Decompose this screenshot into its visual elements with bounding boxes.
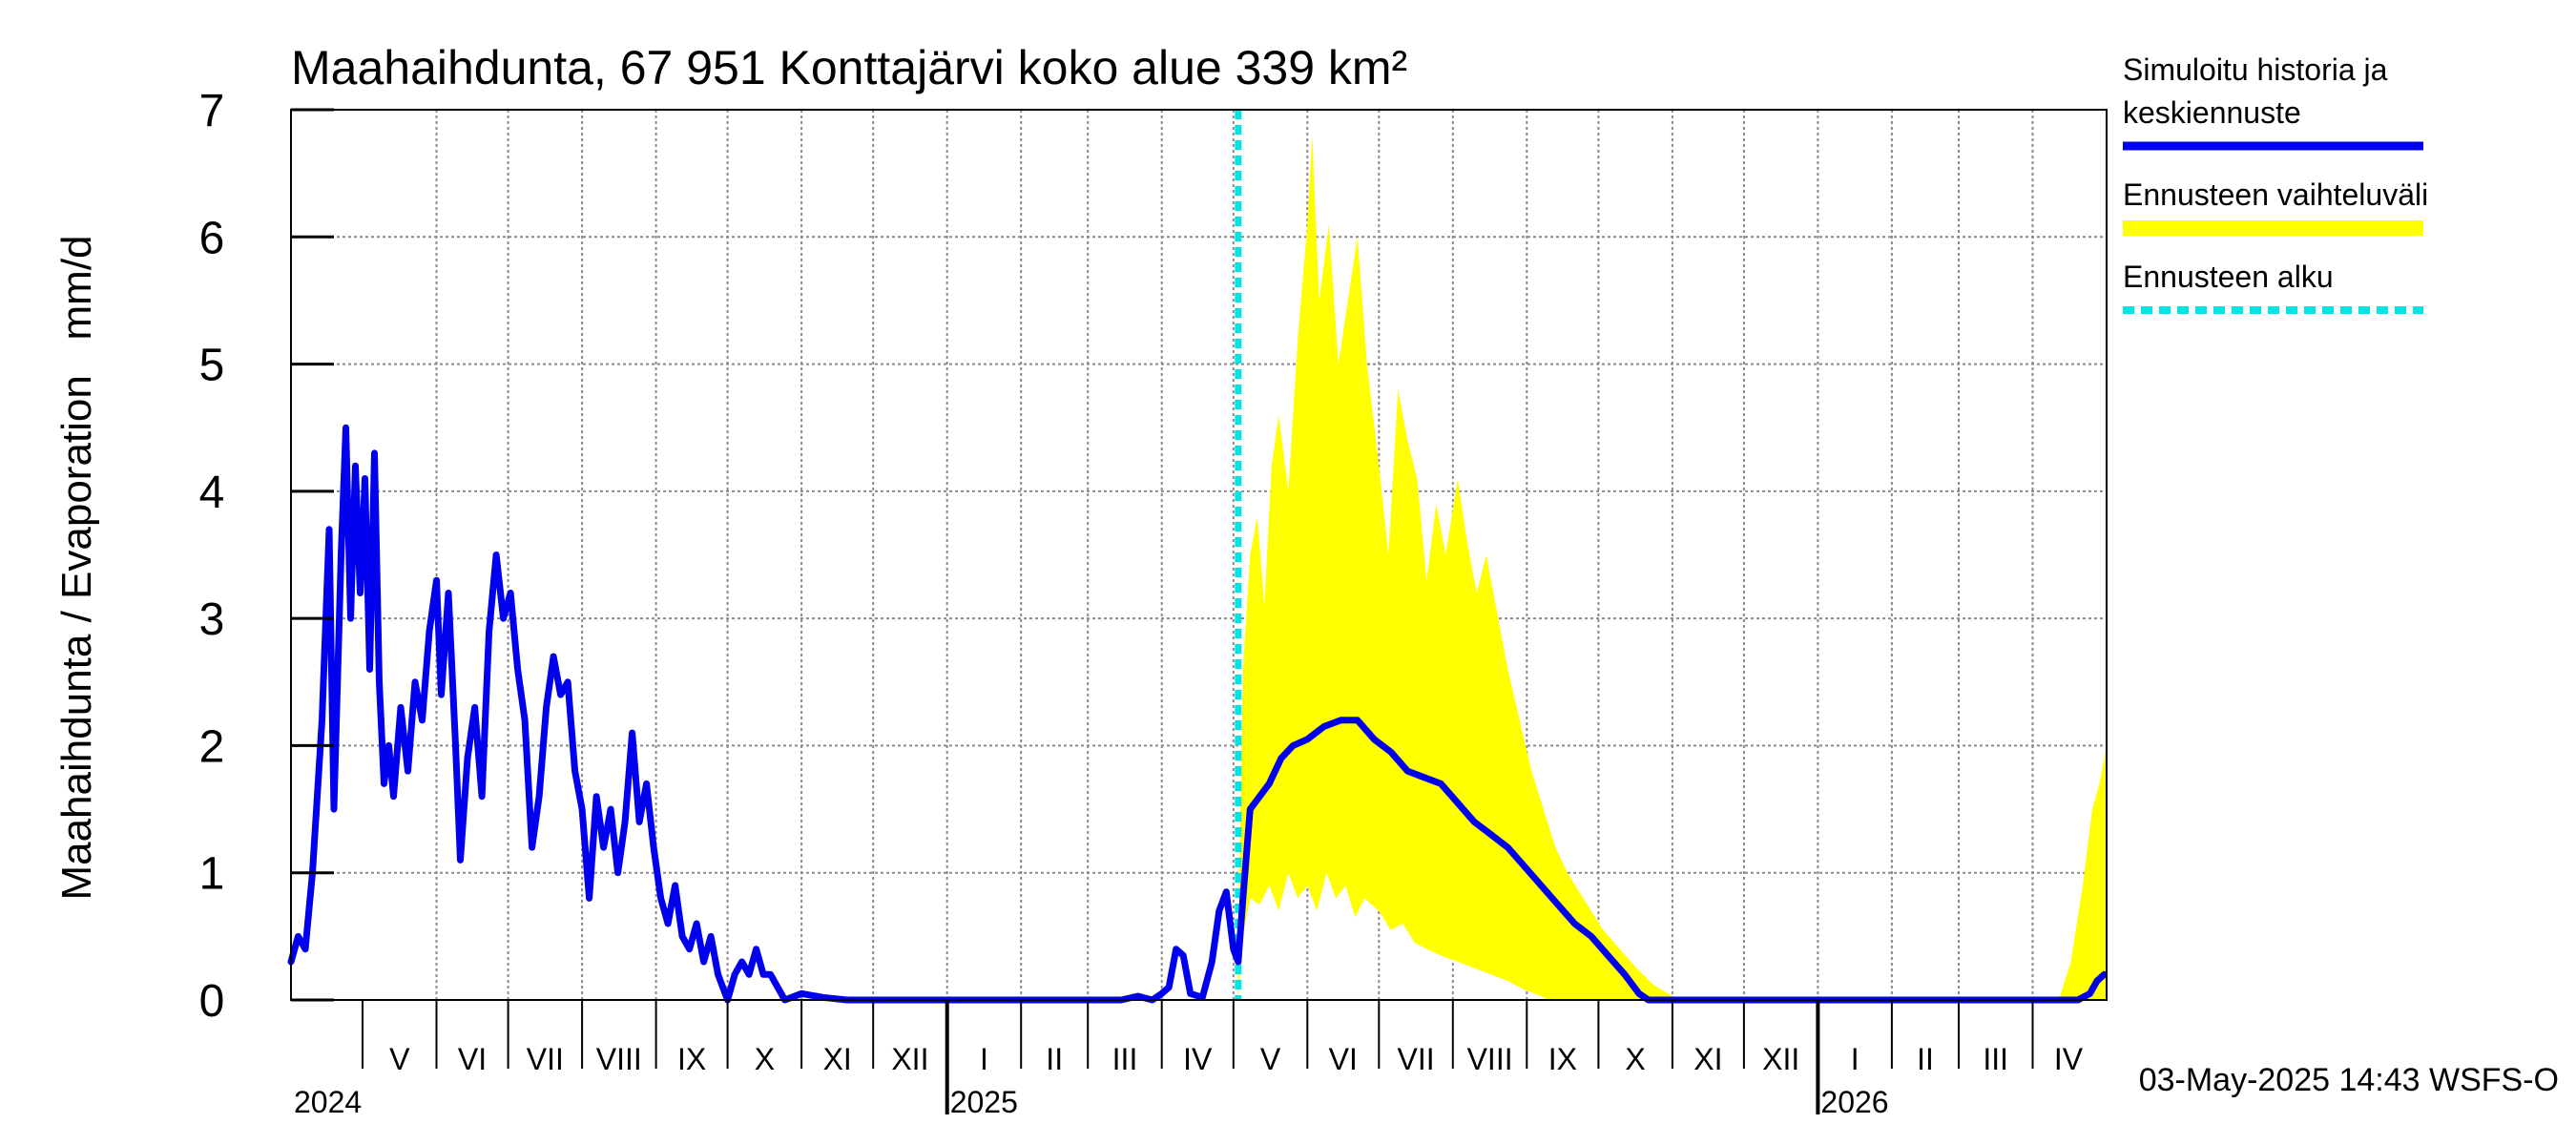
x-month-label: VIII [1467,1042,1513,1076]
plot-frame [290,109,2108,1001]
y-tick-label: 0 [199,976,225,1027]
y-tick-label: 4 [199,468,225,518]
y-axis-label: Maahaihdunta / Evaporation mm/d [53,235,100,900]
grid [291,110,2107,1000]
legend-label: keskiennuste [2123,95,2301,130]
x-month-label: VI [1329,1042,1358,1076]
x-month-label: VII [1398,1042,1435,1076]
x-month-label: XII [1762,1042,1799,1076]
y-axis-ticks: 0 1 2 3 4 5 6 7 [199,86,334,1027]
x-month-label: XII [891,1042,928,1076]
x-month-label: V [1260,1042,1281,1076]
legend-label: Ennusteen vaihteluväli [2123,177,2428,212]
x-month-label: IX [677,1042,706,1076]
y-tick-label: 2 [199,721,225,772]
x-month-label: II [1046,1042,1063,1076]
legend-swatch-band [2123,220,2423,236]
x-month-label: IX [1548,1042,1577,1076]
timestamp-footer: 03-May-2025 14:43 WSFS-O [2139,1062,2559,1098]
x-month-label: V [389,1042,410,1076]
legend: Simuloitu historia ja keskiennuste Ennuste… [2123,52,2428,314]
legend-label: Simuloitu historia ja [2123,52,2388,87]
y-tick-label: 6 [199,213,225,263]
x-month-label: X [1625,1042,1645,1076]
y-tick-label: 3 [199,594,225,645]
legend-label: Ennusteen alku [2123,260,2334,294]
y-tick-label: 7 [199,86,225,136]
forecast-range-area [1237,135,2107,1000]
x-month-label: X [755,1042,775,1076]
x-axis: V VI VII VIII IX X XI XII I II III IV V VI VII VIII IX X X… [294,1000,2084,1119]
x-year-label: 2025 [950,1085,1018,1119]
chart-title: Maahaihdunta, 67 951 Konttajärvi koko al… [291,41,1407,94]
x-month-label: IV [1183,1042,1213,1076]
x-month-label: VIII [596,1042,642,1076]
x-month-label: IV [2054,1042,2084,1076]
x-month-label: III [1983,1042,2008,1076]
x-month-label: XI [823,1042,852,1076]
simulated-history-line [287,424,2108,1004]
x-month-label: I [980,1042,988,1076]
x-month-label: VI [458,1042,487,1076]
y-tick-label: 5 [199,341,225,391]
x-year-label: 2026 [1820,1085,1888,1119]
simulated-history-polyline [287,424,2108,1004]
x-year-label: 2024 [294,1085,362,1119]
x-month-label: XI [1693,1042,1722,1076]
y-tick-label: 1 [199,849,225,900]
plot-border [290,109,2108,1001]
x-month-label: II [1917,1042,1934,1076]
forecast-range-band [1237,135,2107,1000]
x-month-label: III [1112,1042,1138,1076]
x-month-label: I [1851,1042,1859,1076]
x-month-label: VII [527,1042,564,1076]
